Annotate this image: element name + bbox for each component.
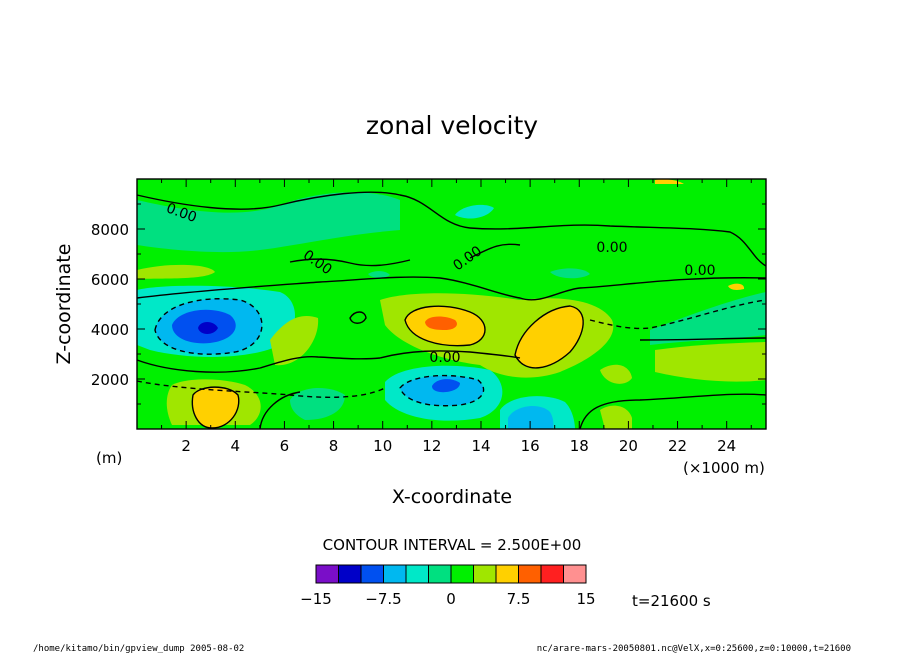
contour-region	[290, 388, 345, 420]
colorbar-tick-label: 0	[446, 590, 456, 608]
time-label: t=21600 s	[632, 592, 711, 610]
y-tick-label: 4000	[91, 321, 129, 339]
y-axis-label: Z-coordinate	[53, 244, 75, 365]
contour-region	[270, 316, 319, 366]
contour-line	[514, 305, 584, 369]
contour-region	[515, 306, 584, 368]
x-axis-ticks: 2 4 6 8 10 12 14 16 18 20 22 24	[161, 179, 752, 455]
contour-line	[154, 298, 263, 355]
contour-region	[137, 264, 215, 279]
y-tick-label: 2000	[91, 371, 129, 389]
footer-right: nc/arare-mars-20050801.nc@VelX,x=0:25600…	[537, 644, 851, 654]
contour-region	[455, 204, 494, 219]
x-tick-label: 14	[471, 437, 490, 455]
x-tick-label: 4	[231, 437, 241, 455]
contour-interval-label: CONTOUR INTERVAL = 2.500E+00	[323, 536, 582, 554]
x-tick-label: 24	[717, 437, 736, 455]
colorbar-swatch	[383, 564, 407, 584]
contour-region	[368, 271, 390, 278]
colorbar-swatch	[495, 564, 519, 584]
contour-label: 0.00	[429, 350, 460, 366]
x-tick-label: 16	[521, 437, 540, 455]
contour-label: 0.00	[684, 263, 715, 279]
contour-line	[259, 391, 301, 430]
x-tick-label: 6	[280, 437, 290, 455]
contour-region	[508, 406, 554, 429]
contour-line	[191, 386, 240, 429]
colorbar-swatch	[563, 564, 587, 584]
x-axis-label: X-coordinate	[392, 486, 512, 508]
contour-label: 0.00	[596, 240, 627, 256]
footer-left: /home/kitamo/bin/gpview_dump 2005-08-02	[33, 644, 244, 654]
colorbar-tick-label: −15	[300, 590, 332, 608]
colorbar-swatch	[450, 564, 474, 584]
contour-line	[379, 350, 521, 359]
x-tick-label: 10	[373, 437, 392, 455]
colorbar-swatch	[315, 564, 339, 584]
y-tick-label: 8000	[91, 221, 129, 239]
contour-region	[655, 179, 684, 184]
contour-line	[469, 243, 521, 259]
contour-region	[728, 283, 745, 290]
chart-title: zonal velocity	[366, 111, 538, 140]
colorbar-swatch	[405, 564, 429, 584]
x-tick-label: 12	[422, 437, 441, 455]
contour-region	[650, 292, 766, 345]
contour-region	[600, 364, 632, 384]
contour-line	[349, 311, 367, 324]
contour-line	[289, 258, 411, 267]
colorbar-swatch	[338, 564, 362, 584]
colorbar-ticks: −15 −7.5 0 7.5 15	[300, 590, 595, 608]
colorbar-tick-label: 7.5	[507, 590, 531, 608]
colorbar-swatch	[360, 564, 384, 584]
contour-line	[404, 305, 486, 347]
contour-line	[639, 337, 767, 341]
contour-line	[136, 191, 767, 267]
colorbar-swatch	[428, 564, 452, 584]
colorbar	[315, 564, 587, 584]
contour-line	[589, 299, 767, 330]
contour-region	[425, 316, 457, 330]
contour-line	[399, 374, 485, 407]
contour-region	[432, 379, 460, 393]
contour-region	[600, 405, 632, 429]
contour-line	[136, 355, 381, 373]
contour-region	[192, 387, 239, 428]
contour-field: 0.000.00 0.00 0.000.000.00	[136, 178, 767, 430]
x-tick-label: 18	[570, 437, 589, 455]
contour-region	[137, 192, 400, 253]
x-tick-label: 22	[668, 437, 687, 455]
contour-line	[579, 393, 767, 430]
x-unit-label: (×1000 m)	[683, 459, 765, 477]
colorbar-tick-label: 15	[576, 590, 595, 608]
colorbar-swatch	[473, 564, 497, 584]
contour-region	[198, 322, 218, 334]
x-tick-label: 8	[329, 437, 339, 455]
x-tick-label: 20	[619, 437, 638, 455]
y-tick-label: 6000	[91, 271, 129, 289]
contour-region	[655, 342, 766, 382]
y-unit-label: (m)	[96, 449, 122, 467]
contour-line	[136, 276, 767, 301]
contour-region	[550, 268, 590, 279]
x-tick-label: 2	[181, 437, 191, 455]
y-axis-ticks: 2000 4000 6000 8000	[91, 203, 766, 405]
contour-line	[136, 380, 386, 398]
colorbar-swatch	[540, 564, 564, 584]
colorbar-swatch	[518, 564, 542, 584]
colorbar-tick-label: −7.5	[365, 590, 401, 608]
